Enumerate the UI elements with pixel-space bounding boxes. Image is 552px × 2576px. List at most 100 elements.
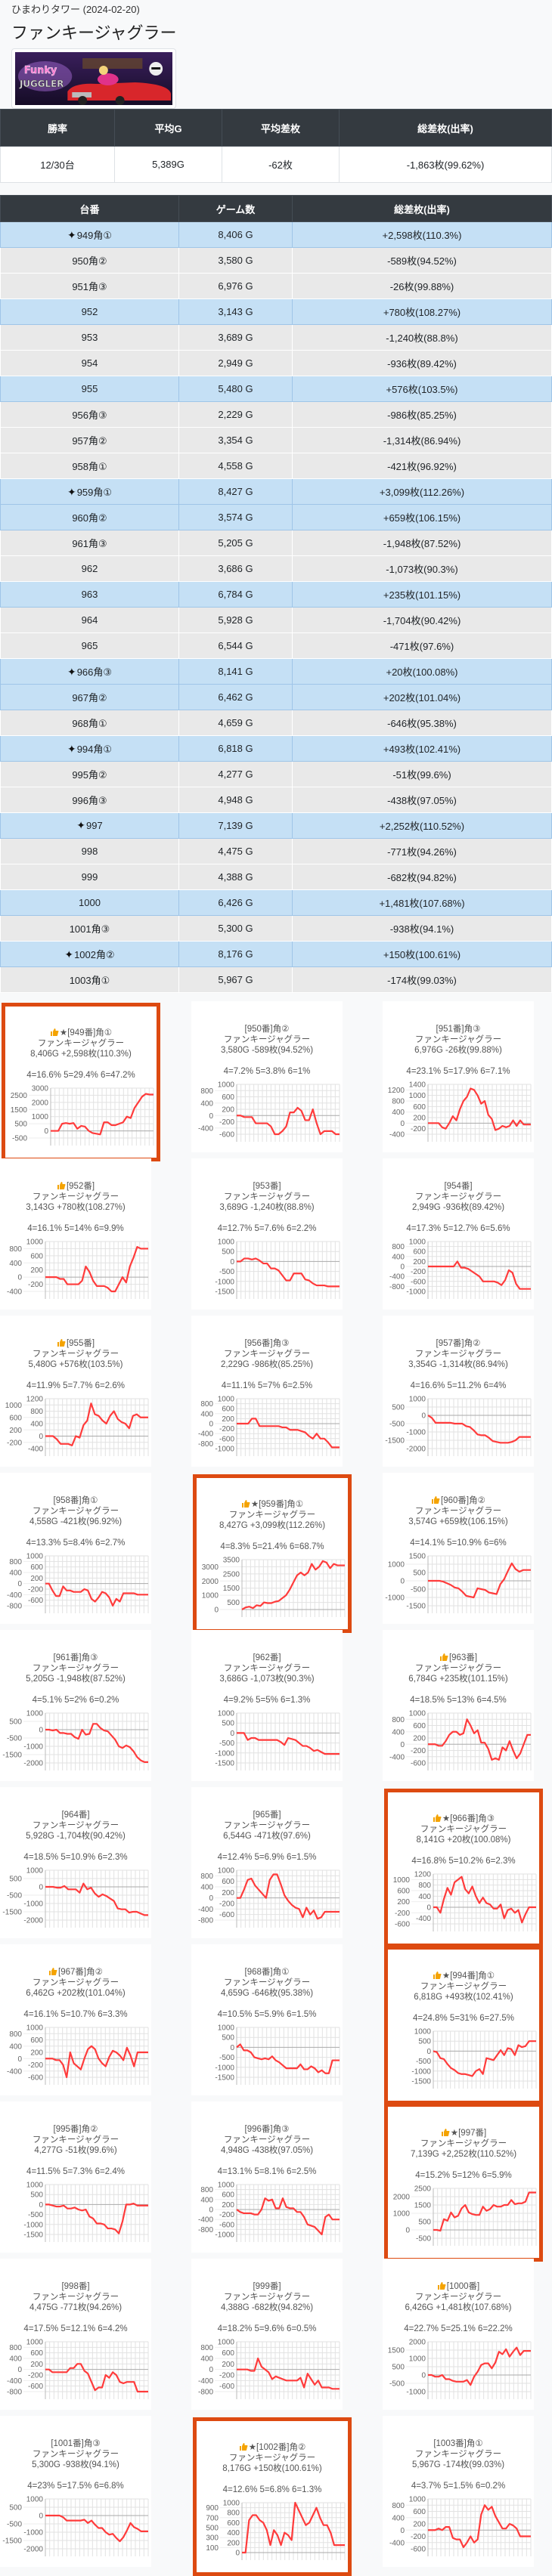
y-tick-label: -600 [219, 1435, 234, 1443]
card-stats: 8,406G +2,598枚(110.3%) [5, 1049, 157, 1059]
diff-cell: +235枚(101.15%) [293, 582, 552, 608]
games-cell: 4,388 G [179, 864, 293, 890]
y-tick-label: -800 [198, 1917, 213, 1925]
y-tick-label: 200 [222, 2361, 234, 2369]
header-machine-no: 台番 [1, 196, 179, 222]
y-tick-label: 0 [426, 2048, 431, 2056]
y-tick-label: -600 [411, 1278, 426, 1286]
y-tick-label: 400 [200, 2196, 213, 2204]
y-tick-label: -1000 [406, 1288, 426, 1297]
card-stats: 5,300G -938枚(94.1%) [0, 2460, 151, 2470]
card-title-text: [1000番] [447, 2282, 479, 2291]
y-tick-label: -400 [198, 1124, 213, 1133]
header-total-diff: 総差枚(出率) [293, 196, 552, 222]
machine-no-cell: 995角② [1, 762, 179, 787]
y-tick-label: 800 [227, 2510, 240, 2518]
card-stats: 3,689G -1,240枚(88.8%) [191, 1202, 343, 1213]
thumbs-up-icon [241, 1499, 250, 1508]
y-tick-label: 600 [413, 1722, 426, 1730]
y-tick-label: 600 [30, 2349, 43, 2358]
machine-no-cell: 953 [1, 325, 179, 351]
y-tick-label: 2500 [414, 2185, 432, 2194]
y-tick-label: 1000 [218, 1239, 235, 1247]
diff-cell: +780枚(108.27%) [293, 299, 552, 325]
machine-no-cell: 961角③ [1, 530, 179, 556]
card-setting-odds: 4=5.1% 5=2% 6=0.2% [0, 1695, 151, 1705]
y-tick-label: 200 [222, 2201, 234, 2210]
y-tick-label: 0 [214, 1607, 219, 1615]
y-tick-label: 1000 [409, 2496, 426, 2504]
sparkle-icon: ✦ [64, 948, 73, 960]
y-tick-label: 200 [413, 1258, 426, 1266]
card-title: [996番]角③ [191, 2124, 343, 2135]
y-tick-label: 200 [30, 1575, 43, 1583]
y-tick-label: 0 [421, 2372, 426, 2380]
y-tick-label: -400 [416, 1915, 431, 1923]
